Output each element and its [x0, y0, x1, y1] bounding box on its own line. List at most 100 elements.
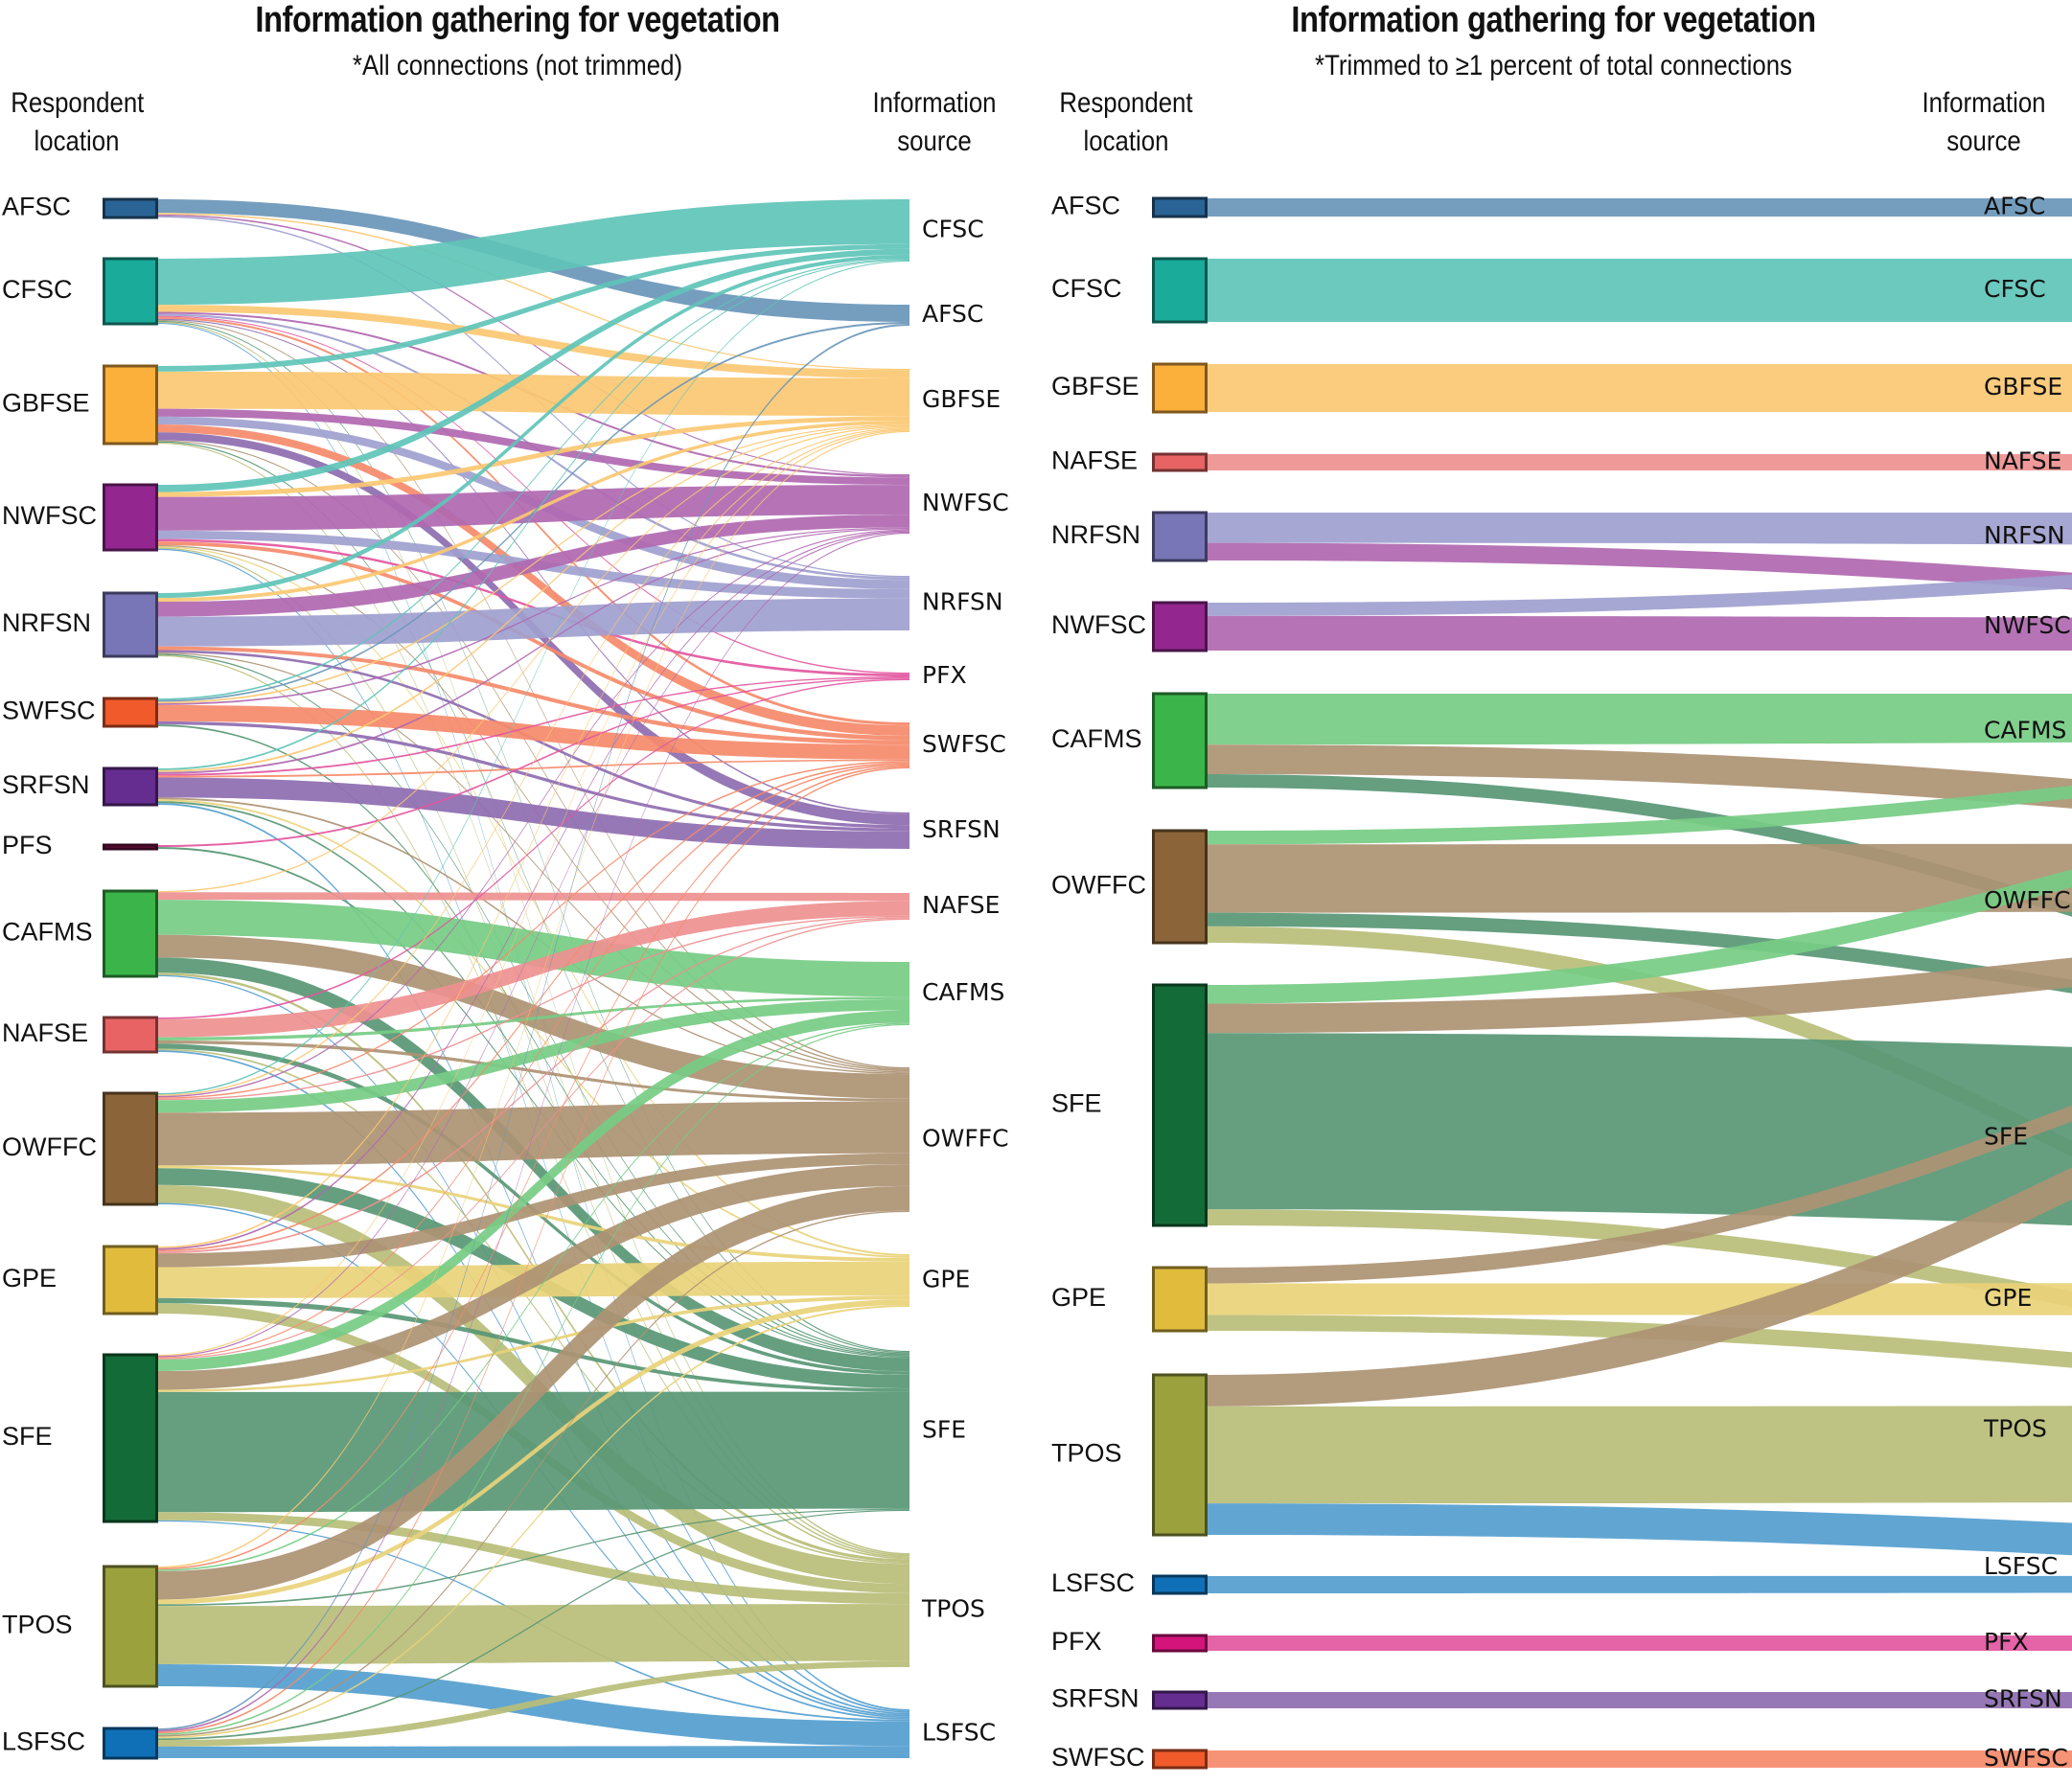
target-node-label: AFSC [922, 300, 983, 328]
link-nwfsc-to-cfsc [158, 248, 909, 492]
sankey-diagram: AFSC CFSC GBFSE NAFSE NRFSN NWFSC CAFMS OWFFC SF… [1051, 192, 2072, 1773]
link-nafse-to-nafse [158, 901, 909, 1038]
link-tpos-to-cafms [158, 1022, 909, 1571]
link-tpos-to-tpos [158, 1604, 909, 1664]
link-lsfsc-to-tpos [158, 1660, 909, 1747]
source-node-swfsc [1152, 1749, 1208, 1770]
link-nafse-to-owffc [158, 1041, 909, 1102]
link-sfe-to-swfsc [158, 764, 909, 1359]
source-node-label: SFE [2, 1422, 53, 1451]
source-node-label: GPE [2, 1264, 57, 1292]
link-gpe-to-nafse [158, 917, 909, 1254]
link-nrfsn-to-nwfsc [1208, 542, 2072, 590]
source-node-sfe [103, 1353, 158, 1523]
link-sfe-to-gbfse [158, 429, 909, 1357]
sankey-diagram: AFSC CFSC GBFSE NWFSC NRFSN SWFSC SRFSN PFS CAFM… [2, 193, 1009, 1760]
target-node-label: OWFFC [922, 1125, 1009, 1153]
source-node-srfsn [103, 766, 158, 807]
source-node-label: PFS [2, 831, 53, 859]
link-sfe-to-nafse [158, 918, 909, 1360]
links [1208, 197, 2072, 1769]
link-srfsn-to-gpe [158, 799, 909, 1258]
right-axis-label: Information source [1922, 87, 2046, 157]
link-owffc-to-cafms [1208, 786, 2072, 845]
source-node-sfe [1152, 983, 1208, 1227]
link-owffc-to-sfe [1208, 912, 2072, 994]
target-node-label: SWFSC [1984, 1744, 2068, 1772]
source-node-label: CFSC [1051, 274, 1122, 303]
nodes: AFSC CFSC GBFSE NAFSE NRFSN NWFSC CAFMS OWFFC SF… [1051, 192, 2071, 1773]
link-owffc-to-nafse [158, 915, 909, 1101]
link-lsfsc-to-owffc [158, 1210, 909, 1737]
link-swfsc-to-sfe [158, 724, 909, 1356]
source-node-pfs [103, 843, 158, 851]
target-node-label: NRFSN [1984, 521, 2065, 549]
link-lsfsc-to-swfsc [158, 766, 909, 1734]
link-owffc-to-owffc [1208, 843, 2072, 913]
link-nrfsn-to-cfsc [158, 254, 909, 599]
chart-title: Information gathering for vegetation [1291, 0, 1816, 40]
source-node-label: AFSC [2, 193, 71, 221]
link-cafms-to-sfe [1208, 774, 2072, 917]
link-owffc-to-nwfsc [158, 529, 909, 1098]
target-node-label: CFSC [1984, 275, 2046, 303]
target-node-label: SWFSC [922, 730, 1006, 758]
link-sfe-to-sfe [1208, 1033, 2072, 1226]
link-lsfsc-to-lsfsc [1208, 1575, 2072, 1593]
target-node-label: AFSC [1984, 193, 2045, 220]
link-tpos-to-gpe [158, 1299, 909, 1605]
link-afsc-to-gbfse [158, 213, 909, 371]
link-owffc-to-swfsc [158, 761, 909, 1099]
link-cfsc-to-cfsc [1208, 258, 2072, 323]
link-srfsn-to-nwfsc [158, 528, 909, 774]
source-node-label: LSFSC [1051, 1568, 1135, 1597]
link-cafms-to-nafse [158, 892, 909, 902]
link-gpe-to-tpos [1208, 1315, 2072, 1368]
link-gpe-to-owffc [158, 1153, 909, 1268]
sankey-panel-trimmed: Information gathering for vegetation *Tr… [1035, 0, 2072, 1784]
link-owffc-to-owffc [158, 1101, 909, 1166]
link-swfsc-to-afsc [158, 322, 909, 702]
source-node-gpe [1152, 1266, 1208, 1333]
source-node-label: SWFSC [2, 697, 96, 725]
source-node-label: NAFSE [1051, 446, 1138, 475]
link-cafms-to-gbfse [158, 426, 909, 893]
link-lsfsc-to-gpe [158, 1305, 909, 1739]
source-node-nwfsc [103, 483, 158, 552]
source-node-cafms [103, 889, 158, 978]
target-node-label: GPE [922, 1266, 970, 1293]
source-node-tpos [103, 1565, 158, 1688]
link-nwfsc-to-gbfse [158, 416, 909, 497]
source-node-label: GPE [1051, 1283, 1106, 1312]
source-node-owffc [103, 1091, 158, 1206]
link-gpe-to-owffc [1208, 1105, 2072, 1284]
link-nafse-to-tpos [158, 1048, 909, 1565]
source-node-swfsc [103, 697, 158, 728]
source-node-nwfsc [1152, 601, 1208, 652]
target-node-label: GBFSE [1984, 373, 2062, 400]
link-swfsc-to-gbfse [158, 423, 909, 704]
link-lsfsc-to-lsfsc [158, 1746, 909, 1758]
link-afsc-to-afsc [1208, 197, 2072, 217]
target-node-label: SRFSN [922, 815, 1001, 843]
link-pfs-to-pfx [158, 677, 909, 847]
link-gbfse-to-gbfse [158, 371, 909, 417]
link-swfsc-to-swfsc [158, 704, 909, 760]
target-node-label: PFX [1984, 1628, 2029, 1656]
source-node-label: OWFFC [1051, 871, 1146, 900]
link-nrfsn-to-owffc [158, 652, 909, 1073]
link-nrfsn-to-nrfsn [1208, 512, 2072, 545]
source-node-srfsn [1152, 1690, 1208, 1710]
source-node-label: SWFSC [1051, 1743, 1145, 1772]
link-cfsc-to-sfe [158, 320, 909, 1353]
source-node-afsc [1152, 196, 1208, 218]
source-node-label: AFSC [1051, 192, 1120, 220]
link-sfe-to-owffc [1208, 957, 2072, 1034]
link-nrfsn-to-sfe [158, 653, 909, 1355]
link-sfe-to-gpe [158, 1295, 909, 1392]
link-gbfse-to-swfsc [158, 424, 909, 736]
target-node-label: NWFSC [1984, 611, 2071, 639]
link-sfe-to-cafms [1208, 869, 2072, 1004]
source-node-gbfse [1152, 362, 1208, 414]
source-node-cfsc [103, 257, 158, 326]
